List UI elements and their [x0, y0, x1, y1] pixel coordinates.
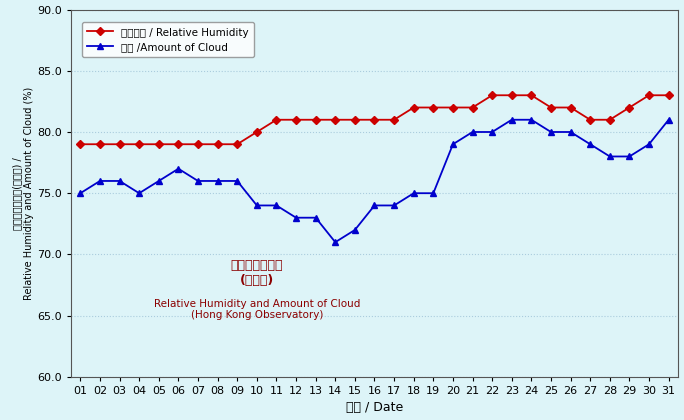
- 雲量 /Amount of Cloud: [547, 129, 555, 134]
- 相對濕度 / Relative Humidity: [174, 142, 183, 147]
- 相對濕度 / Relative Humidity: [665, 93, 673, 98]
- 雲量 /Amount of Cloud: [213, 178, 222, 184]
- 雲量 /Amount of Cloud: [665, 117, 673, 122]
- 相對濕度 / Relative Humidity: [410, 105, 418, 110]
- 雲量 /Amount of Cloud: [292, 215, 300, 220]
- 相對濕度 / Relative Humidity: [116, 142, 124, 147]
- 雲量 /Amount of Cloud: [135, 191, 143, 196]
- 雲量 /Amount of Cloud: [331, 240, 339, 245]
- Y-axis label: 相對濕度及雲量(百分比) /
Relative Humidity and Amount of Cloud (%): 相對濕度及雲量(百分比) / Relative Humidity and Amo…: [12, 87, 34, 300]
- 雲量 /Amount of Cloud: [272, 203, 280, 208]
- 相對濕度 / Relative Humidity: [272, 117, 280, 122]
- 相對濕度 / Relative Humidity: [135, 142, 143, 147]
- 相對濕度 / Relative Humidity: [586, 117, 594, 122]
- 雲量 /Amount of Cloud: [351, 227, 359, 232]
- 相對濕度 / Relative Humidity: [371, 117, 379, 122]
- 雲量 /Amount of Cloud: [430, 191, 438, 196]
- 雲量 /Amount of Cloud: [76, 191, 84, 196]
- 雲量 /Amount of Cloud: [194, 178, 202, 184]
- 相對濕度 / Relative Humidity: [469, 105, 477, 110]
- 雲量 /Amount of Cloud: [174, 166, 183, 171]
- 雲量 /Amount of Cloud: [488, 129, 497, 134]
- 雲量 /Amount of Cloud: [508, 117, 516, 122]
- 雲量 /Amount of Cloud: [116, 178, 124, 184]
- Text: Relative Humidity and Amount of Cloud
(Hong Kong Observatory): Relative Humidity and Amount of Cloud (H…: [154, 299, 360, 320]
- 雲量 /Amount of Cloud: [586, 142, 594, 147]
- 相對濕度 / Relative Humidity: [252, 129, 261, 134]
- 相對濕度 / Relative Humidity: [233, 142, 241, 147]
- 相對濕度 / Relative Humidity: [155, 142, 163, 147]
- 相對濕度 / Relative Humidity: [508, 93, 516, 98]
- 雲量 /Amount of Cloud: [155, 178, 163, 184]
- 雲量 /Amount of Cloud: [312, 215, 320, 220]
- 相對濕度 / Relative Humidity: [625, 105, 633, 110]
- 雲量 /Amount of Cloud: [252, 203, 261, 208]
- Text: 相對濕度及雲量
(天文台): 相對濕度及雲量 (天文台): [231, 259, 283, 287]
- 相對濕度 / Relative Humidity: [96, 142, 104, 147]
- 雲量 /Amount of Cloud: [625, 154, 633, 159]
- 相對濕度 / Relative Humidity: [312, 117, 320, 122]
- Legend: 相對濕度 / Relative Humidity, 雲量 /Amount of Cloud: 相對濕度 / Relative Humidity, 雲量 /Amount of …: [82, 22, 254, 57]
- 雲量 /Amount of Cloud: [527, 117, 536, 122]
- 雲量 /Amount of Cloud: [606, 154, 614, 159]
- 雲量 /Amount of Cloud: [390, 203, 398, 208]
- 雲量 /Amount of Cloud: [371, 203, 379, 208]
- Line: 相對濕度 / Relative Humidity: 相對濕度 / Relative Humidity: [77, 92, 672, 147]
- 相對濕度 / Relative Humidity: [351, 117, 359, 122]
- 相對濕度 / Relative Humidity: [194, 142, 202, 147]
- 雲量 /Amount of Cloud: [96, 178, 104, 184]
- 雲量 /Amount of Cloud: [645, 142, 653, 147]
- 相對濕度 / Relative Humidity: [645, 93, 653, 98]
- 相對濕度 / Relative Humidity: [449, 105, 457, 110]
- 相對濕度 / Relative Humidity: [213, 142, 222, 147]
- 相對濕度 / Relative Humidity: [430, 105, 438, 110]
- 相對濕度 / Relative Humidity: [292, 117, 300, 122]
- 相對濕度 / Relative Humidity: [331, 117, 339, 122]
- 雲量 /Amount of Cloud: [449, 142, 457, 147]
- 相對濕度 / Relative Humidity: [488, 93, 497, 98]
- 相對濕度 / Relative Humidity: [606, 117, 614, 122]
- Line: 雲量 /Amount of Cloud: 雲量 /Amount of Cloud: [77, 116, 672, 246]
- 雲量 /Amount of Cloud: [469, 129, 477, 134]
- 相對濕度 / Relative Humidity: [76, 142, 84, 147]
- 相對濕度 / Relative Humidity: [527, 93, 536, 98]
- 雲量 /Amount of Cloud: [410, 191, 418, 196]
- 相對濕度 / Relative Humidity: [566, 105, 575, 110]
- X-axis label: 日期 / Date: 日期 / Date: [346, 402, 403, 415]
- 雲量 /Amount of Cloud: [566, 129, 575, 134]
- 雲量 /Amount of Cloud: [233, 178, 241, 184]
- 相對濕度 / Relative Humidity: [547, 105, 555, 110]
- 相對濕度 / Relative Humidity: [390, 117, 398, 122]
